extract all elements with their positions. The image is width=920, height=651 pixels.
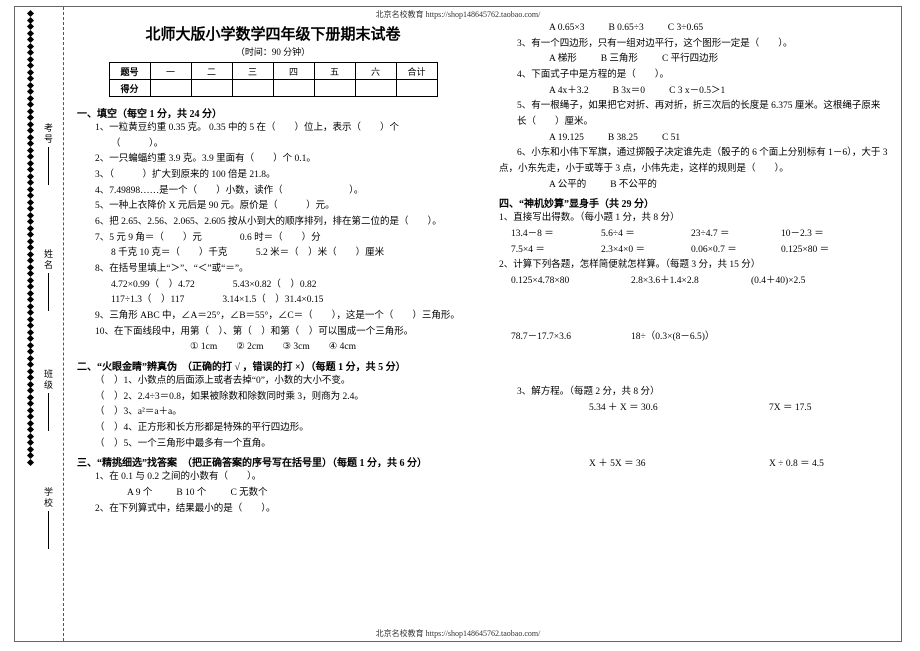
s3-c3: A 梯形B 三角形C 平行四边形 xyxy=(499,52,891,68)
sheet-border: 考号 姓名 班级 学校 北京名校教育 https://shop148645762… xyxy=(14,6,902,642)
s2-q1: （ ）1、小数点的后面添上或者去掉“0”，小数的大小不变。 xyxy=(77,374,469,390)
section-4-head: 四、“神机妙算”显身手（共 29 分） xyxy=(499,195,891,210)
s3-c5: A 19.125B 38.25C 51 xyxy=(499,131,891,147)
s4-r1: 13.4－8 ＝5.6÷4 ＝23÷4.7 ＝10－2.3 ＝ xyxy=(499,227,891,243)
s1-q6: 6、把 2.65、2.56、2.065、2.605 按从小到大的顺序排列，排在第… xyxy=(77,215,469,231)
s3-q3: 3、有一个四边形，只有一组对边平行，这个图形一定是（ ）。 xyxy=(499,37,891,53)
margin-label-examno: 考号 xyxy=(42,123,55,187)
s1-q1b: （ ）。 xyxy=(77,137,469,153)
page-header: 北京名校教育 https://shop148645762.taobao.com/ xyxy=(15,9,901,20)
spine-decoration xyxy=(15,7,45,642)
s4-r5: 5.34 ＋ X ＝ 30.67X ＝ 17.5 xyxy=(499,401,891,417)
s3-c2: A 0.65×3B 0.65÷3C 3÷0.65 xyxy=(499,21,891,37)
margin-label-name: 姓名 xyxy=(42,249,55,313)
score-head-row: 题号 一 二 三 四 五 六 合计 xyxy=(109,63,437,80)
s1-q10: 10、在下面线段中，用第（ ）、第（ ）和第（ ）可以围成一个三角形。 xyxy=(77,325,469,341)
s4-r2: 7.5×4 ＝2.3×4×0 ＝0.06×0.7 ＝0.125×80 ＝ xyxy=(499,243,891,259)
section-2-head: 二、“火眼金睛”辨真伪 （正确的打 √ ，错误的打 ×）（每题 1 分，共 5 … xyxy=(77,358,469,373)
s1-q5: 5、一种上衣降价 X 元后是 90 元。原价是（ ）元。 xyxy=(77,199,469,215)
section-3-head: 三、“精挑细选”找答案 （把正确答案的序号写在括号里）（每题 1 分，共 6 分… xyxy=(77,454,469,469)
s1-q8c: 117÷1.3（ ）117 3.14×1.5（ ）31.4×0.15 xyxy=(77,293,469,309)
margin-label-school: 学校 xyxy=(42,487,55,551)
s1-q2: 2、一只蝙蝠约重 3.9 克。3.9 里面有（ ）个 0.1。 xyxy=(77,152,469,168)
s1-q4: 4、7.49898……是一个（ ）小数，读作（ ）。 xyxy=(77,184,469,200)
s1-q7a: 7、5 元 9 角＝（ ）元 0.6 时＝（ ）分 xyxy=(77,231,469,247)
s3-q4: 4、下面式子中是方程的是（ ）。 xyxy=(499,68,891,84)
s3-q5a: 5、有一根绳子，如果把它对折、再对折，折三次后的长度是 6.375 厘米。这根绳… xyxy=(499,99,891,115)
s1-q8a: 8、在括号里填上“＞”、“＜”或“＝”。 xyxy=(77,262,469,278)
s2-q2: （ ）2、2.4÷3＝0.8，如果被除数和除数同时乘 3，则商为 2.4。 xyxy=(77,390,469,406)
s3-q6a: 6、小东和小伟下军旗，通过掷骰子决定谁先走（骰子的 6 个面上分别标有 1－6）… xyxy=(499,146,891,162)
fold-line xyxy=(63,7,64,641)
s3-c1: A 9 个B 10 个C 无数个 xyxy=(77,486,469,502)
s3-c6: A 公平的B 不公平的 xyxy=(499,178,891,194)
s1-q7b: 8 千克 10 克＝（ ）千克 5.2 米＝（ ）米（ ）厘米 xyxy=(77,246,469,262)
score-table: 题号 一 二 三 四 五 六 合计 得分 xyxy=(109,62,438,97)
s4-sub1: 1、直接写出得数。（每小题 1 分，共 8 分） xyxy=(499,211,891,227)
s4-sub3: 3、解方程。（每题 2 分，共 8 分） xyxy=(499,385,891,401)
s3-q6b: 点，小东先走，小于或等于 3 点，小伟先走，这样的规则是（ ）。 xyxy=(499,162,891,178)
s1-q3: 3、（ ）扩大到原来的 100 倍是 21.8。 xyxy=(77,168,469,184)
s1-q9: 9、三角形 ABC 中，∠A＝25°，∠B＝55°，∠C＝（ ），这是一个（ ）… xyxy=(77,309,469,325)
s2-q4: （ ）4、正方形和长方形都是特殊的平行四边形。 xyxy=(77,421,469,437)
column-right: A 0.65×3B 0.65÷3C 3÷0.65 3、有一个四边形，只有一组对边… xyxy=(499,21,891,627)
s3-c4: A 4x＋3.2B 3x＝0C 3 x－0.5＞1 xyxy=(499,84,891,100)
content-columns: 北师大版小学数学四年级下册期末试卷 （时间：90 分钟） 题号 一 二 三 四 … xyxy=(77,21,891,627)
s2-q3: （ ）3、a²＝a＋a。 xyxy=(77,405,469,421)
s2-q5: （ ）5、一个三角形中最多有一个直角。 xyxy=(77,437,469,453)
s4-sub2: 2、计算下列各题，怎样简便就怎样算。（每题 3 分，共 15 分） xyxy=(499,258,891,274)
s4-r6: X ＋ 5X ＝ 36X ÷ 0.8 ＝ 4.5 xyxy=(499,457,891,473)
s4-r4: 78.7－17.7×3.618÷（0.3×(8－6.5)） xyxy=(499,330,891,346)
exam-subtitle: （时间：90 分钟） xyxy=(77,45,469,58)
page-footer: 北京名校教育 https://shop148645762.taobao.com/ xyxy=(15,628,901,639)
section-1-head: 一、填空（每空 1 分，共 24 分） xyxy=(77,105,469,120)
s1-q8b: 4.72×0.99（ ）4.72 5.43×0.82（ ）0.82 xyxy=(77,278,469,294)
score-blank-row: 得分 xyxy=(109,80,437,97)
s4-r3: 0.125×4.78×802.8×3.6＋1.4×2.8(0.4＋40)×2.5 xyxy=(499,274,891,290)
column-left: 北师大版小学数学四年级下册期末试卷 （时间：90 分钟） 题号 一 二 三 四 … xyxy=(77,21,469,627)
s3-q1: 1、在 0.1 与 0.2 之间的小数有（ ）。 xyxy=(77,470,469,486)
margin-label-class: 班级 xyxy=(42,369,55,433)
s1-q10b: ① 1cm ② 2cm ③ 3cm ④ 4cm xyxy=(77,340,469,356)
s3-q2: 2、在下列算式中，结果最小的是（ ）。 xyxy=(77,502,469,518)
s1-q1a: 1、一粒黄豆约重 0.35 克。 0.35 中的 5 在（ ）位上，表示（ ）个 xyxy=(77,121,469,137)
exam-title: 北师大版小学数学四年级下册期末试卷 xyxy=(77,23,469,44)
s3-q5b: 长（ ）厘米。 xyxy=(499,115,891,131)
